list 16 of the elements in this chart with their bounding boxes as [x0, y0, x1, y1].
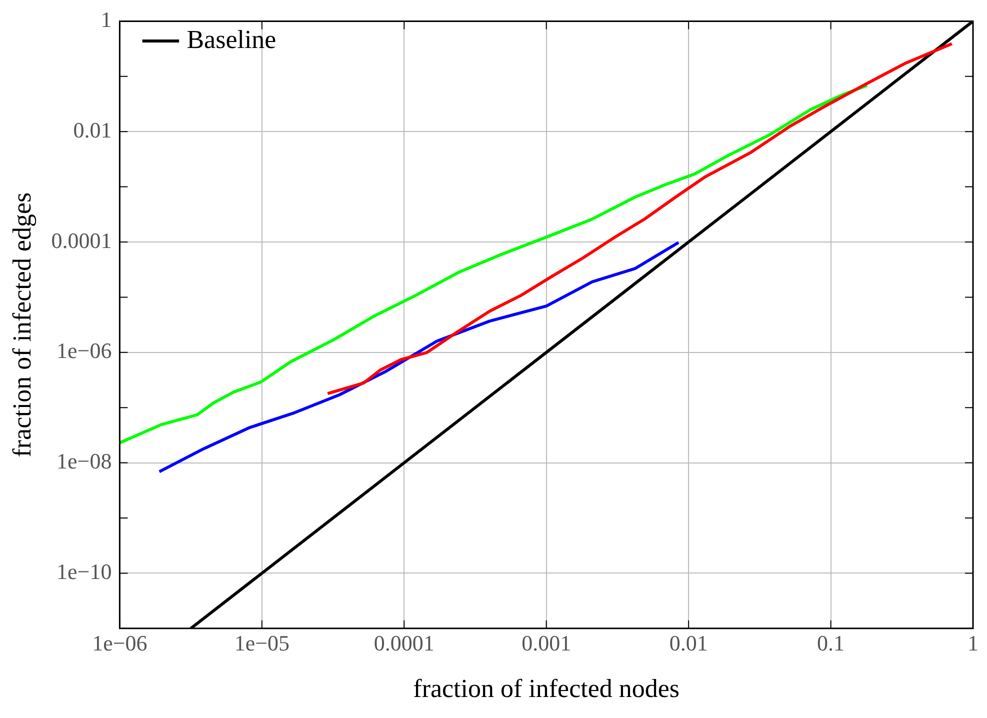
y-tick-label: 1e−10 — [56, 558, 112, 584]
x-tick-label: 0.1 — [817, 630, 845, 656]
y-tick-label: 1 — [100, 6, 112, 32]
x-tick-label: 1 — [968, 630, 978, 656]
y-tick-label: 1e−06 — [56, 338, 112, 364]
x-tick-label: 0.01 — [669, 630, 708, 656]
y-tick-label: 1e−08 — [56, 448, 112, 474]
y-axis-title: fraction of infected edges — [7, 192, 36, 458]
legend-label: Baseline — [186, 24, 276, 54]
y-tick-label: 0.01 — [73, 117, 112, 142]
x-tick-label: 0.0001 — [374, 630, 434, 656]
x-tick-label: 1e−06 — [92, 630, 148, 656]
x-axis-title: fraction of infected nodes — [413, 674, 680, 704]
x-tick-label: 1e−05 — [234, 630, 290, 656]
y-tick-label: 0.0001 — [51, 228, 112, 253]
x-tick-label: 0.001 — [522, 630, 572, 656]
